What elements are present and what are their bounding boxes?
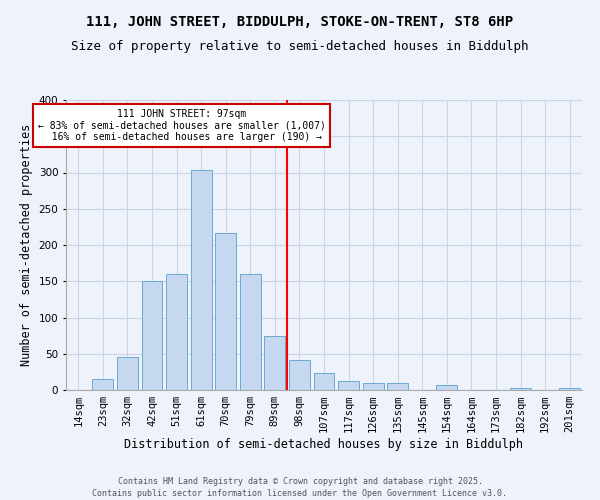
Bar <box>436 385 457 390</box>
Bar <box>314 372 334 390</box>
Bar <box>265 336 286 390</box>
Bar <box>387 384 408 390</box>
Bar <box>215 234 236 390</box>
Bar <box>338 382 359 390</box>
Bar <box>142 281 163 390</box>
Text: 111, JOHN STREET, BIDDULPH, STOKE-ON-TRENT, ST8 6HP: 111, JOHN STREET, BIDDULPH, STOKE-ON-TRE… <box>86 15 514 29</box>
Bar <box>362 383 383 390</box>
Bar <box>191 170 212 390</box>
Text: Size of property relative to semi-detached houses in Biddulph: Size of property relative to semi-detach… <box>71 40 529 53</box>
Bar <box>117 358 138 390</box>
Bar <box>559 388 580 390</box>
Bar <box>510 388 531 390</box>
Bar <box>92 379 113 390</box>
Y-axis label: Number of semi-detached properties: Number of semi-detached properties <box>20 124 33 366</box>
X-axis label: Distribution of semi-detached houses by size in Biddulph: Distribution of semi-detached houses by … <box>125 438 523 451</box>
Bar <box>289 360 310 390</box>
Text: Contains HM Land Registry data © Crown copyright and database right 2025.
Contai: Contains HM Land Registry data © Crown c… <box>92 476 508 498</box>
Text: 111 JOHN STREET: 97sqm
← 83% of semi-detached houses are smaller (1,007)
  16% o: 111 JOHN STREET: 97sqm ← 83% of semi-det… <box>38 108 325 142</box>
Bar <box>166 274 187 390</box>
Bar <box>240 274 261 390</box>
